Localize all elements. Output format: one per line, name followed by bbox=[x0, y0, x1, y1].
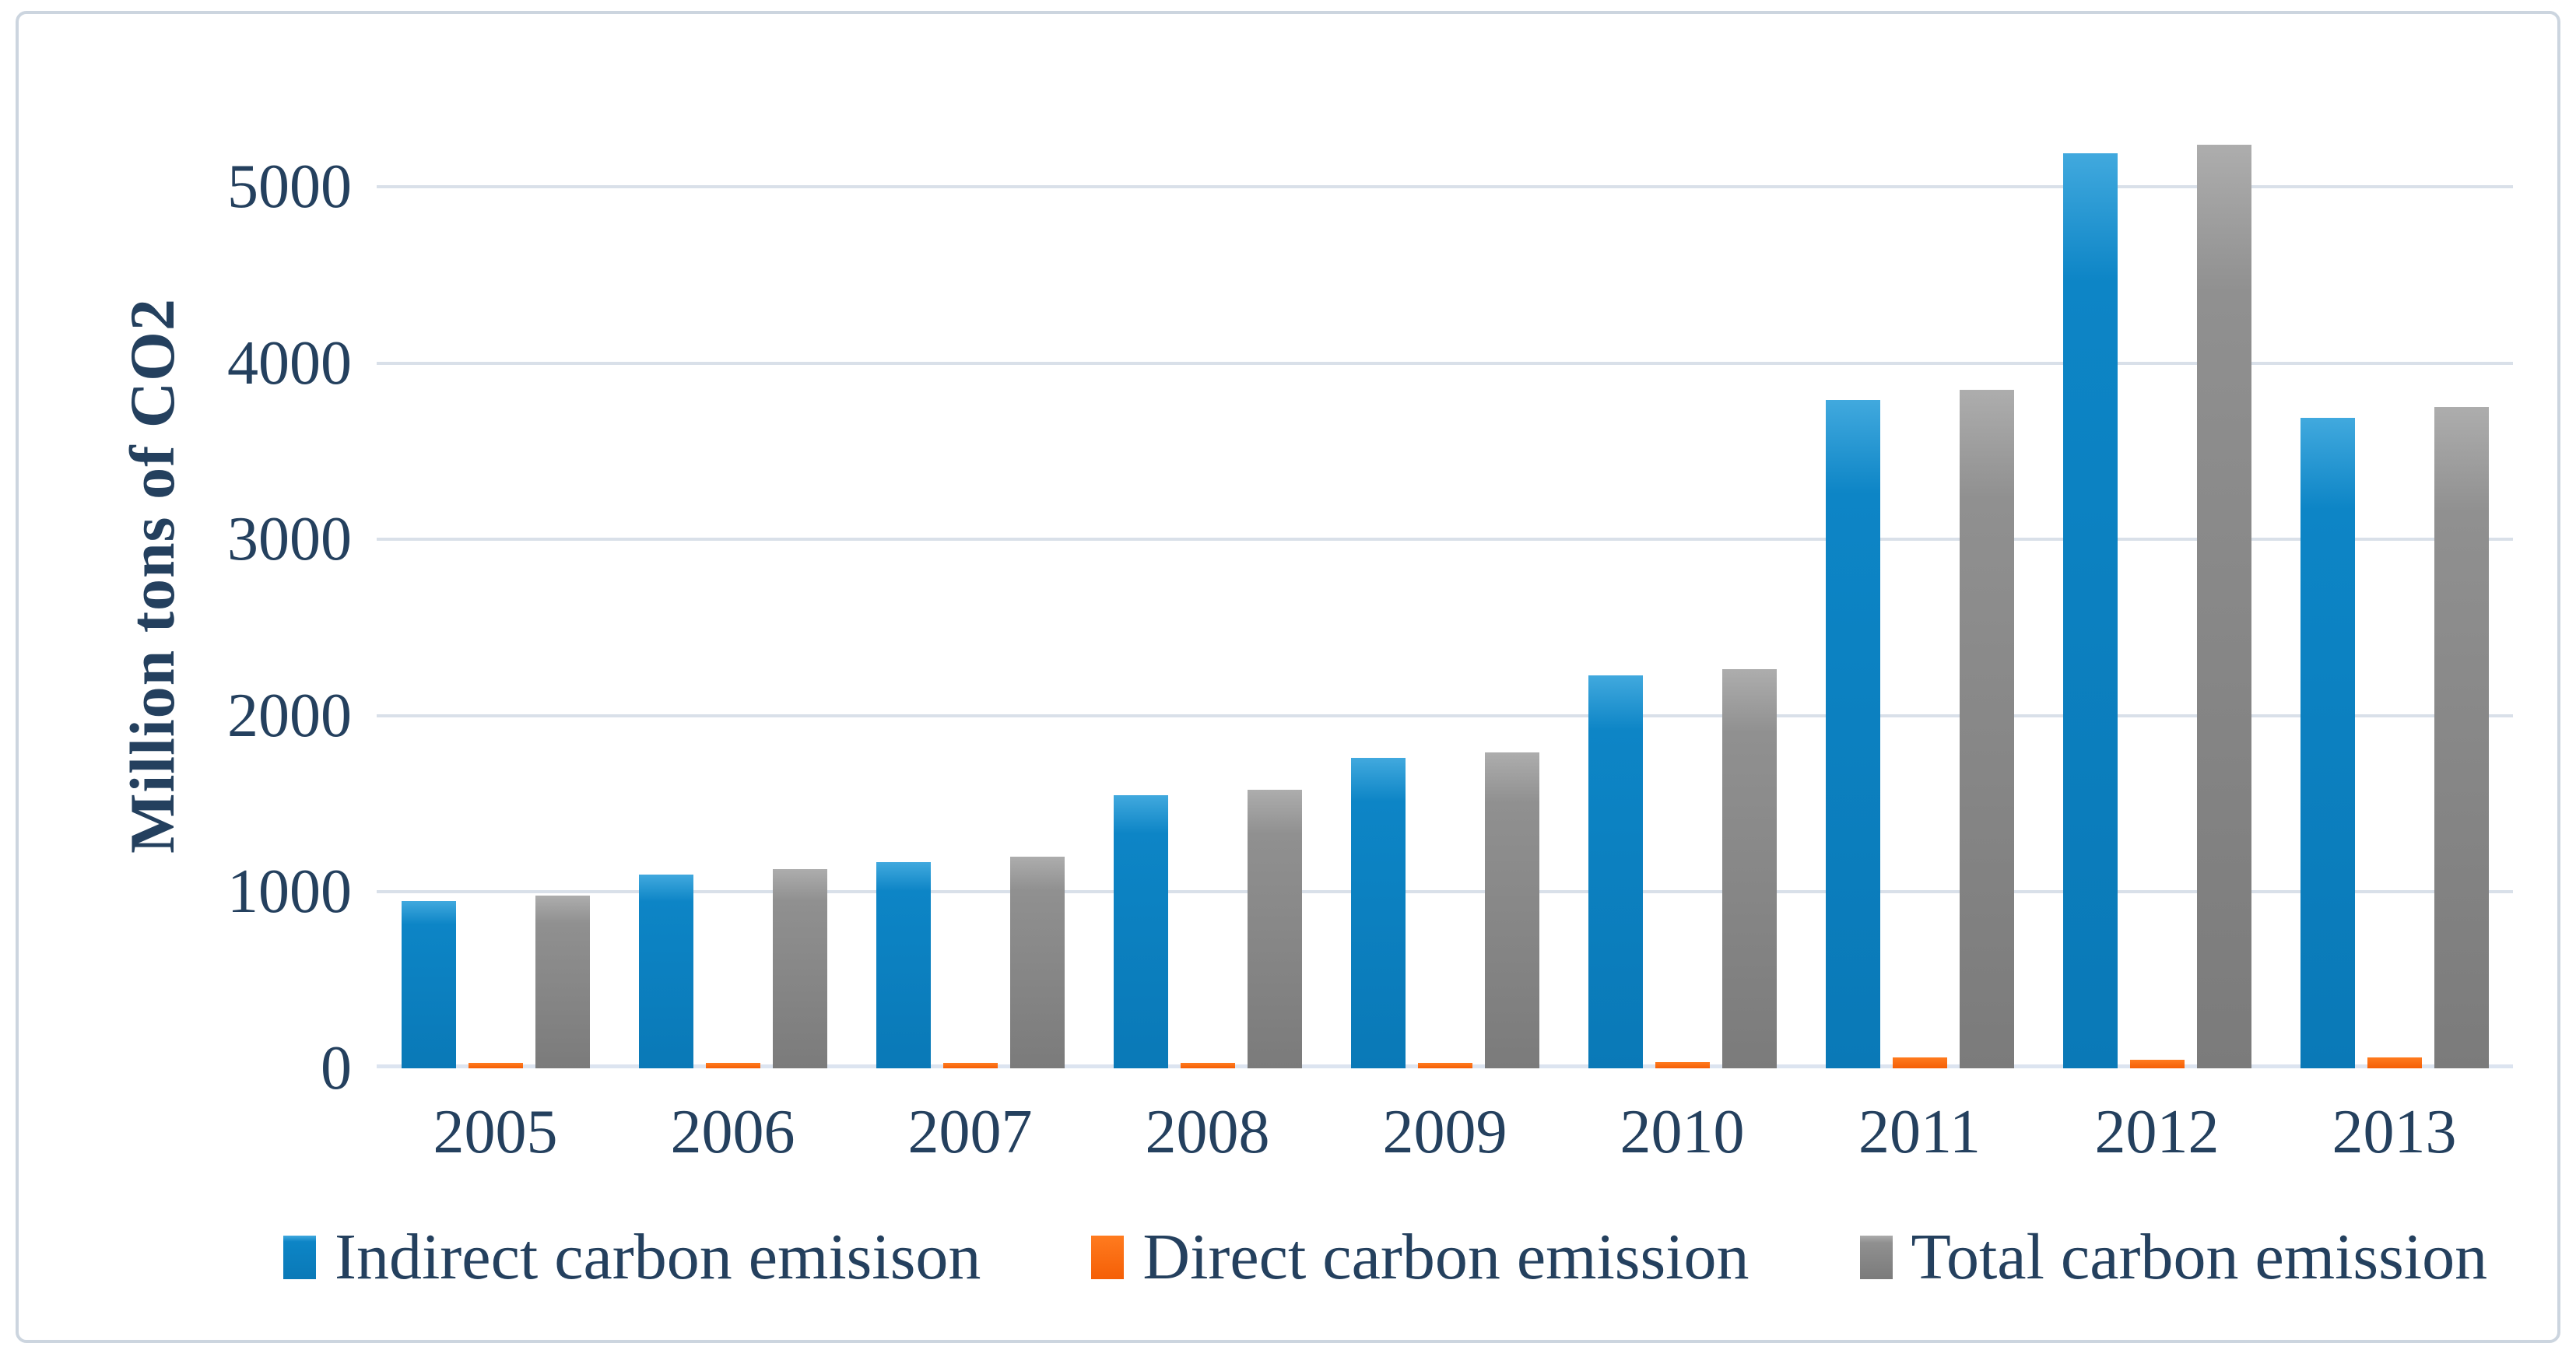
bar-2006-total bbox=[772, 868, 827, 1068]
bar-2008-indirect bbox=[1113, 794, 1168, 1068]
gridline-2000 bbox=[377, 714, 2513, 717]
x-axis-label-2006: 2006 bbox=[670, 1098, 795, 1166]
bar-group-2010: 2010 bbox=[1563, 88, 1801, 1163]
y-tick-label-0: 0 bbox=[321, 1034, 352, 1103]
bar-group-2009: 2009 bbox=[1326, 88, 1563, 1163]
x-axis-label-2007: 2007 bbox=[907, 1098, 1033, 1166]
y-tick-label-1000: 1000 bbox=[227, 857, 352, 927]
bar-2006-indirect bbox=[638, 874, 693, 1068]
bar-2007-total bbox=[1009, 857, 1065, 1068]
bar-2010-indirect bbox=[1588, 675, 1643, 1068]
bar-2009-total bbox=[1484, 752, 1539, 1068]
bar-group-2012: 2012 bbox=[2038, 88, 2276, 1163]
bar-group-2005: 2005 bbox=[377, 88, 614, 1163]
y-tick-label-4000: 4000 bbox=[227, 328, 352, 398]
bar-group-2011: 2011 bbox=[1801, 88, 2038, 1163]
bar-2008-total bbox=[1247, 789, 1302, 1068]
legend-swatch-direct-icon bbox=[1091, 1236, 1125, 1279]
y-tick-label-3000: 3000 bbox=[227, 505, 352, 574]
x-axis-label-2009: 2009 bbox=[1382, 1098, 1507, 1166]
bar-group-2007: 2007 bbox=[851, 88, 1089, 1163]
bar-group-2013: 2013 bbox=[2276, 88, 2513, 1163]
bar-2012-direct bbox=[2129, 1059, 2185, 1068]
bar-2013-direct bbox=[2367, 1057, 2422, 1068]
y-tick-label-2000: 2000 bbox=[227, 681, 352, 750]
chart-legend: Indirect carbon emisison Direct carbon em… bbox=[283, 1225, 2487, 1290]
x-axis-label-2005: 2005 bbox=[433, 1098, 558, 1166]
x-axis-label-2010: 2010 bbox=[1620, 1098, 1745, 1166]
legend-label-indirect: Indirect carbon emisison bbox=[335, 1221, 981, 1293]
bar-2010-total bbox=[1721, 668, 1777, 1068]
bar-2011-direct bbox=[1892, 1057, 1947, 1068]
plot-area: 0 1000 2000 3000 4000 5000 2005 2006 2007 2008 200… bbox=[227, 88, 2513, 1163]
bar-2008-direct bbox=[1180, 1063, 1235, 1068]
x-axis-label-2011: 2011 bbox=[1858, 1098, 1981, 1166]
y-axis-title: Million tons of CO2 bbox=[117, 298, 188, 854]
legend-label-total: Total carbon emission bbox=[1911, 1221, 2488, 1293]
x-axis-label-2012: 2012 bbox=[2094, 1098, 2220, 1166]
gridline-4000 bbox=[377, 361, 2513, 365]
legend-item-indirect: Indirect carbon emisison bbox=[283, 1225, 981, 1290]
gridline-5000 bbox=[377, 185, 2513, 188]
bar-2011-total bbox=[1959, 389, 2014, 1068]
gridline-3000 bbox=[377, 538, 2513, 542]
bar-2007-indirect bbox=[876, 861, 931, 1068]
legend-item-total: Total carbon emission bbox=[1859, 1221, 2488, 1293]
bar-2011-indirect bbox=[1825, 400, 1880, 1068]
x-axis-label-2013: 2013 bbox=[2332, 1098, 2457, 1166]
bar-2013-total bbox=[2434, 407, 2489, 1068]
bar-2010-direct bbox=[1655, 1062, 1710, 1068]
legend-item-direct: Direct carbon emission bbox=[1091, 1221, 1750, 1293]
y-tick-label-5000: 5000 bbox=[227, 153, 352, 221]
bar-group-2006: 2006 bbox=[614, 88, 851, 1163]
gridline-1000 bbox=[377, 890, 2513, 894]
bar-2012-indirect bbox=[2062, 153, 2118, 1068]
bar-2006-direct bbox=[705, 1063, 760, 1068]
x-axis-label-2008: 2008 bbox=[1145, 1098, 1270, 1166]
bar-group-2008: 2008 bbox=[1089, 88, 1326, 1163]
legend-label-direct: Direct carbon emission bbox=[1142, 1221, 1750, 1293]
bar-2012-total bbox=[2196, 144, 2251, 1068]
legend-swatch-total-icon bbox=[1859, 1236, 1893, 1279]
bar-2005-indirect bbox=[401, 900, 456, 1068]
bar-2005-total bbox=[535, 895, 590, 1068]
bar-2009-direct bbox=[1417, 1063, 1472, 1068]
bar-2007-direct bbox=[942, 1063, 998, 1068]
legend-swatch-indirect-icon bbox=[283, 1236, 316, 1279]
bar-2009-indirect bbox=[1350, 758, 1406, 1068]
bar-2005-direct bbox=[468, 1063, 523, 1068]
bar-2013-indirect bbox=[2300, 417, 2355, 1068]
chart-frame: Million tons of CO2 0 1000 2000 3000 4000 500… bbox=[16, 11, 2560, 1343]
